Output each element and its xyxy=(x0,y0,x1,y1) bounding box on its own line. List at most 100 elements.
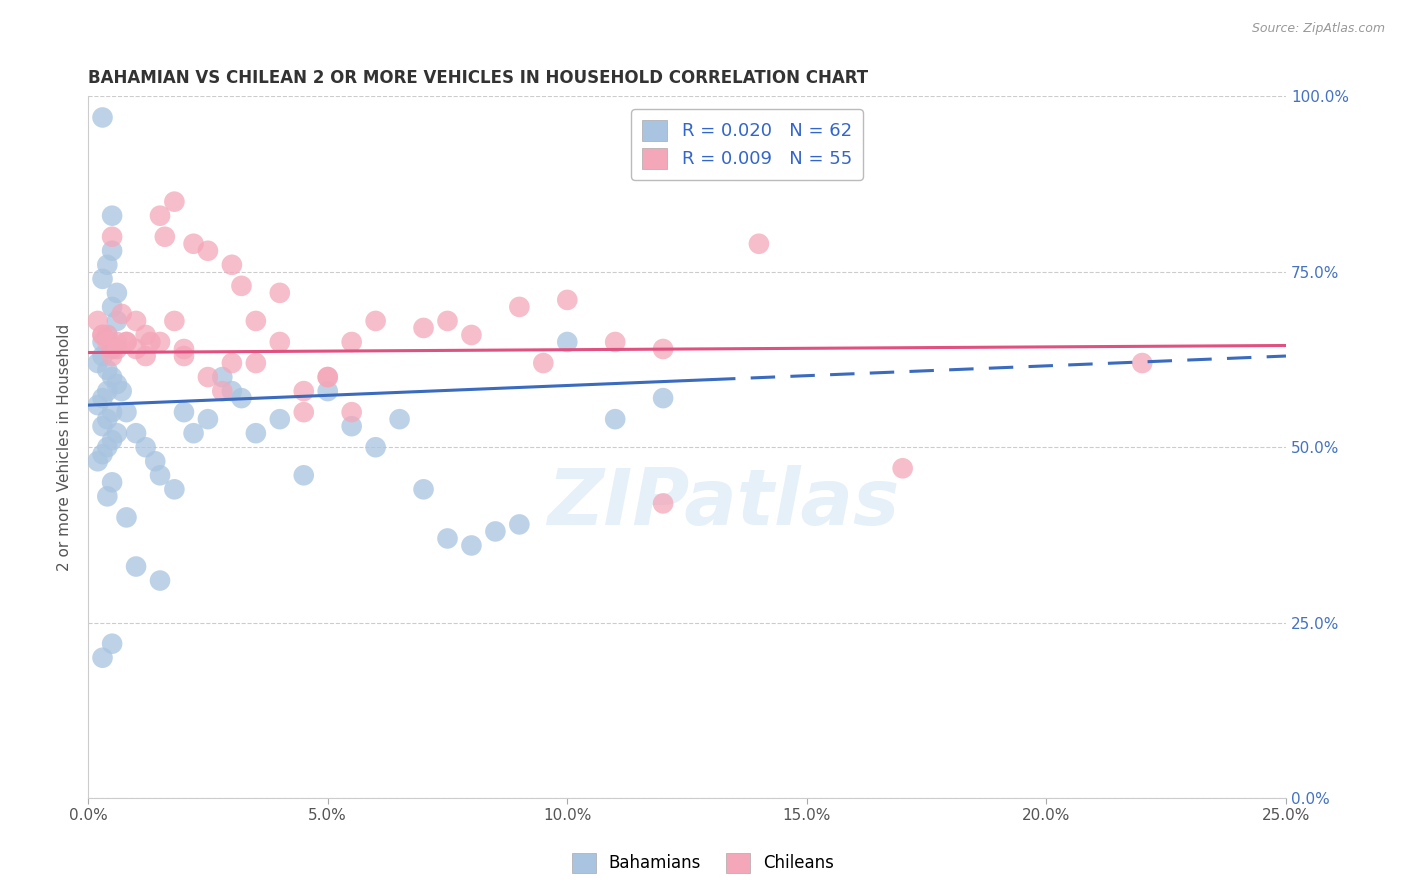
Point xyxy=(340,405,363,419)
Point xyxy=(173,342,195,356)
Point xyxy=(412,321,434,335)
Point xyxy=(269,412,291,426)
Point xyxy=(555,334,578,349)
Point xyxy=(197,412,219,426)
Point xyxy=(149,468,172,483)
Point xyxy=(87,454,110,468)
Point xyxy=(91,419,114,434)
Point xyxy=(96,384,118,398)
Point xyxy=(340,419,363,434)
Point xyxy=(221,356,243,370)
Point xyxy=(173,405,195,419)
Point xyxy=(269,285,291,300)
Point xyxy=(91,391,114,405)
Point xyxy=(101,475,124,490)
Text: BAHAMIAN VS CHILEAN 2 OR MORE VEHICLES IN HOUSEHOLD CORRELATION CHART: BAHAMIAN VS CHILEAN 2 OR MORE VEHICLES I… xyxy=(89,69,869,87)
Point xyxy=(891,461,914,475)
Point xyxy=(105,426,128,441)
Point xyxy=(436,314,458,328)
Point xyxy=(96,412,118,426)
Point xyxy=(555,293,578,307)
Point xyxy=(316,384,339,398)
Point xyxy=(292,468,315,483)
Point xyxy=(101,342,124,356)
Point xyxy=(101,209,124,223)
Point xyxy=(197,244,219,258)
Point xyxy=(125,314,148,328)
Point xyxy=(125,559,148,574)
Y-axis label: 2 or more Vehicles in Household: 2 or more Vehicles in Household xyxy=(58,324,72,571)
Point xyxy=(531,356,554,370)
Point xyxy=(197,370,219,384)
Text: ZIPatlas: ZIPatlas xyxy=(547,466,898,541)
Point xyxy=(111,384,134,398)
Point xyxy=(605,334,627,349)
Point xyxy=(163,194,186,209)
Point xyxy=(211,370,233,384)
Point xyxy=(748,236,770,251)
Point xyxy=(163,314,186,328)
Point xyxy=(412,483,434,497)
Point xyxy=(652,342,675,356)
Point xyxy=(91,447,114,461)
Point xyxy=(101,244,124,258)
Point xyxy=(364,440,387,454)
Point xyxy=(101,434,124,448)
Point xyxy=(508,300,530,314)
Point xyxy=(101,349,124,363)
Point xyxy=(652,391,675,405)
Point xyxy=(101,300,124,314)
Point xyxy=(484,524,506,539)
Point xyxy=(105,377,128,392)
Point xyxy=(87,398,110,412)
Point xyxy=(125,342,148,356)
Point xyxy=(245,356,267,370)
Point xyxy=(101,370,124,384)
Point xyxy=(163,483,186,497)
Point xyxy=(364,314,387,328)
Point xyxy=(91,272,114,286)
Point xyxy=(460,539,482,553)
Point xyxy=(96,258,118,272)
Point xyxy=(105,342,128,356)
Point xyxy=(231,391,253,405)
Point xyxy=(149,209,172,223)
Point xyxy=(460,328,482,343)
Point xyxy=(135,440,157,454)
Point xyxy=(221,258,243,272)
Point xyxy=(87,314,110,328)
Legend: Bahamians, Chileans: Bahamians, Chileans xyxy=(565,847,841,880)
Point xyxy=(96,328,118,343)
Point xyxy=(292,405,315,419)
Point xyxy=(211,384,233,398)
Point xyxy=(91,650,114,665)
Point xyxy=(91,349,114,363)
Point xyxy=(652,496,675,510)
Point xyxy=(605,412,627,426)
Point xyxy=(173,349,195,363)
Point xyxy=(91,334,114,349)
Point xyxy=(87,356,110,370)
Point xyxy=(1130,356,1153,370)
Point xyxy=(105,334,128,349)
Point xyxy=(105,314,128,328)
Point xyxy=(115,334,138,349)
Point xyxy=(316,370,339,384)
Point xyxy=(115,510,138,524)
Point xyxy=(96,363,118,377)
Point xyxy=(139,334,162,349)
Point xyxy=(269,334,291,349)
Point xyxy=(183,426,205,441)
Point xyxy=(96,440,118,454)
Point xyxy=(183,236,205,251)
Point xyxy=(245,426,267,441)
Legend: R = 0.020   N = 62, R = 0.009   N = 55: R = 0.020 N = 62, R = 0.009 N = 55 xyxy=(631,109,863,179)
Point xyxy=(135,349,157,363)
Point xyxy=(149,574,172,588)
Point xyxy=(153,229,176,244)
Point xyxy=(436,532,458,546)
Point xyxy=(96,334,118,349)
Point xyxy=(149,334,172,349)
Point xyxy=(292,384,315,398)
Point xyxy=(115,334,138,349)
